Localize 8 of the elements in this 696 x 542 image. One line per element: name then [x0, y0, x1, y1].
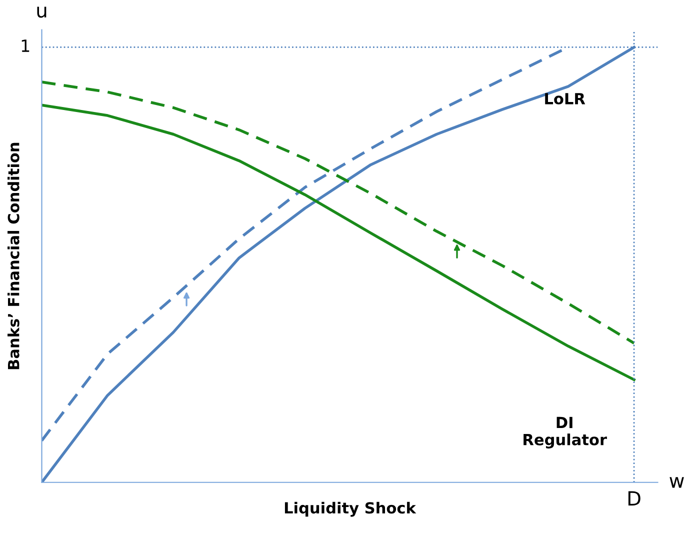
text: D [628, 491, 640, 506]
text: DI Regulator [524, 416, 607, 448]
series-label: LoLR [545, 93, 586, 104]
x-axis-title: Liquidity Shock [284, 502, 416, 517]
ref-line-label: 1 [22, 40, 30, 52]
text: w [670, 477, 684, 488]
text: u [37, 6, 46, 18]
y-axis-title: Banks’ Financial Condition [8, 142, 20, 370]
